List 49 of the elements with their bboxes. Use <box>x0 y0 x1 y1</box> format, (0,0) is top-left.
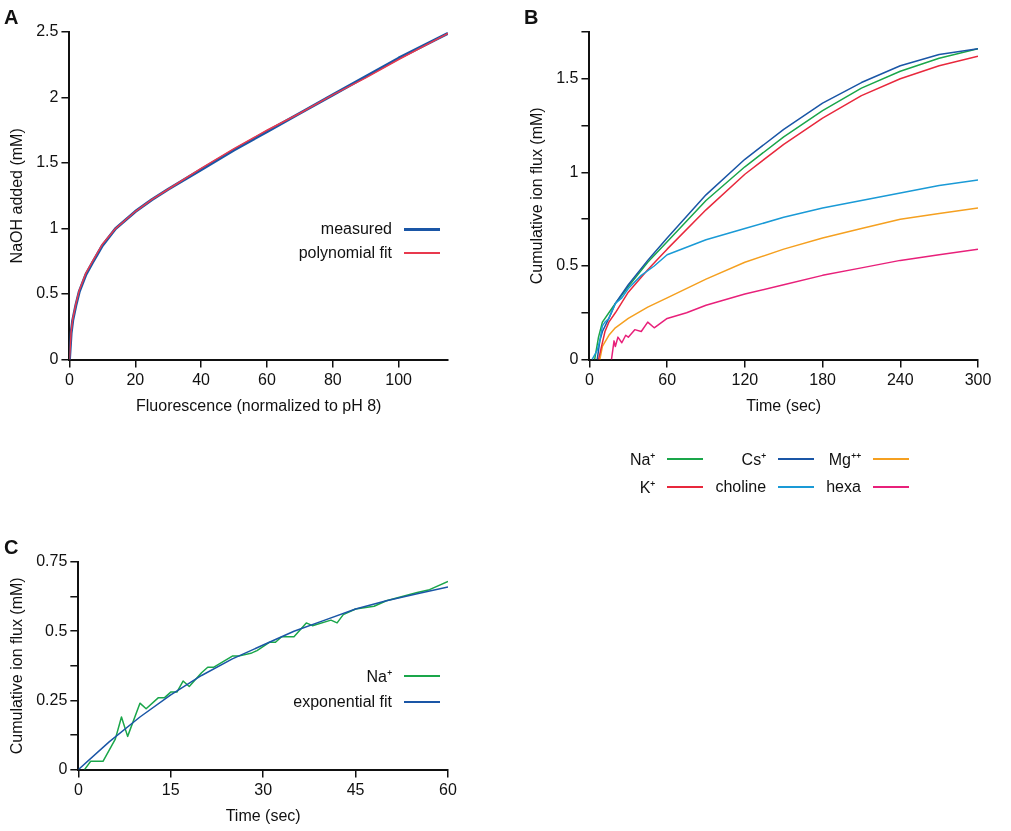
legend-label: K⁺ <box>638 478 656 498</box>
y-tick-label: 0.25 <box>36 690 68 708</box>
legend-label: hexa <box>826 478 861 496</box>
legend-label: measured <box>319 220 392 238</box>
y-tick-label: 0 <box>49 350 59 368</box>
x-tick-label: 300 <box>964 370 992 388</box>
y-tick-label: 0.5 <box>556 256 579 274</box>
x-axis-title: Time (sec) <box>225 806 301 824</box>
y-tick-label: 0 <box>569 350 579 368</box>
y-tick-label: 0 <box>58 760 68 778</box>
x-tick-label: 40 <box>192 370 211 388</box>
y-tick-label: 1 <box>569 162 579 180</box>
chart-title: B <box>524 5 539 28</box>
y-tick-label: 2 <box>49 87 59 105</box>
legend-label: Na⁺ <box>630 450 656 470</box>
x-tick-label: 240 <box>886 370 914 388</box>
x-tick-label: 0 <box>73 780 83 798</box>
legend-label: Cs⁺ <box>740 450 767 470</box>
x-tick-label: 60 <box>439 780 457 798</box>
y-tick-label: 1.5 <box>556 69 579 87</box>
chart-title: C <box>4 535 19 558</box>
x-tick-label: 15 <box>161 780 180 798</box>
y-tick-label: 0.75 <box>36 552 68 570</box>
x-tick-label: 30 <box>254 780 273 798</box>
legend-label: choline <box>715 478 767 496</box>
legend-label: exponential fit <box>293 693 392 711</box>
x-axis-title: Fluorescence (normalized to pH 8) <box>136 396 382 414</box>
x-tick-label: 0 <box>584 370 594 388</box>
legend-label: polynomial fit <box>298 244 392 262</box>
x-tick-label: 120 <box>731 370 759 388</box>
y-tick-label: 0.5 <box>36 284 59 302</box>
x-axis-title: Time (sec) <box>746 396 822 414</box>
y-axis-title: NaOH added (mM) <box>8 128 26 264</box>
y-axis-title: Cumulative ion flux (mM) <box>8 577 26 755</box>
legend-label: Na⁺ <box>365 667 392 687</box>
y-tick-label: 2.5 <box>36 22 59 40</box>
y-axis-title: Cumulative ion flux (mM) <box>528 107 546 285</box>
legend-label: Mg⁺⁺ <box>827 450 861 470</box>
x-tick-label: 60 <box>258 370 276 388</box>
x-tick-label: 60 <box>658 370 677 388</box>
x-tick-label: 100 <box>385 370 413 388</box>
y-tick-label: 1.5 <box>36 153 59 171</box>
x-tick-label: 180 <box>809 370 837 388</box>
chart-title: A <box>4 5 19 28</box>
y-tick-label: 1 <box>49 218 59 236</box>
y-tick-label: 0.5 <box>45 621 68 639</box>
x-tick-label: 45 <box>346 780 365 798</box>
x-tick-label: 20 <box>126 370 145 388</box>
x-tick-label: 80 <box>323 370 342 388</box>
